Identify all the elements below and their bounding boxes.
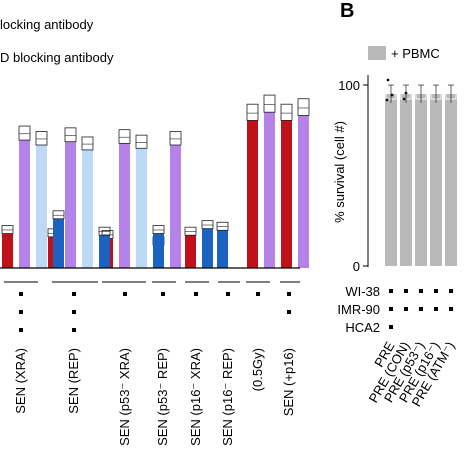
bar-2-group-3 <box>119 143 130 268</box>
row-label-hca2: HCA2 <box>345 320 380 335</box>
group-label-8: SEN (+p16) <box>281 348 296 416</box>
pbmc-bar-3 <box>415 94 427 266</box>
bar-2-group-1 <box>19 140 30 268</box>
pbmc-bar-5 <box>445 94 457 266</box>
bar-1-group-7 <box>247 120 258 269</box>
bar-4-group-2 <box>99 235 110 268</box>
pbmc-point-2 <box>390 93 394 97</box>
condition-dot-5-1 <box>194 292 198 296</box>
pbmc-bar-4 <box>430 94 442 266</box>
errorbox-1-group-7 <box>246 103 259 121</box>
errorbox-2-group-7 <box>263 94 276 113</box>
pbmc-bar-2 <box>400 94 412 266</box>
pbmc-bar-1 <box>385 94 397 266</box>
matrix-dot-1-5 <box>449 289 453 293</box>
condition-dot-6-1 <box>226 292 230 296</box>
pbmc-point-5 <box>404 91 408 95</box>
matrix-dot-2-4 <box>434 307 438 311</box>
matrix-dot-3-1 <box>389 325 393 329</box>
matrix-dot-1-3 <box>419 289 423 293</box>
condition-dot-1-1 <box>19 292 23 296</box>
group-label-1: SEN (XRA) <box>13 348 28 414</box>
errorbox-3-group-3 <box>135 134 148 149</box>
group-label-6: SEN (p16⁻ REP) <box>220 348 235 446</box>
bar-2-group-2 <box>65 141 76 268</box>
group-label-7: (0.5Gy) <box>250 348 265 391</box>
errorbox-1-group-1 <box>1 225 14 234</box>
bar-4-group-3 <box>153 233 164 268</box>
condition-dot-2-3 <box>72 328 76 332</box>
bar-2-group-8 <box>298 115 309 268</box>
matrix-dot-1-1 <box>389 289 393 293</box>
errorbox-2-group-4 <box>169 131 182 146</box>
pbmc-point-3 <box>385 98 389 102</box>
errorbox-4-group-5 <box>201 220 214 230</box>
condition-dot-8-2 <box>287 310 291 314</box>
row-label-wi38: WI-38 <box>345 284 380 299</box>
bar-1-group-5 <box>185 235 196 268</box>
left-panel-x-labels: SEN (XRA) SEN (REP) SEN (p53⁻ XRA) SEN (p53… <box>13 348 296 446</box>
errorbox-4-group-2 <box>98 226 111 236</box>
matrix-dot-2-3 <box>419 307 423 311</box>
bar-3-group-1 <box>36 145 47 268</box>
errorbox-1-group-8 <box>280 103 293 121</box>
pbmc-point-4 <box>402 97 406 101</box>
errorbox-2-group-2 <box>64 127 77 143</box>
matrix-dot-1-2 <box>404 289 408 293</box>
matrix-dot-1-4 <box>434 289 438 293</box>
left-panel-bars <box>1 94 310 269</box>
bar-2-group-4 <box>170 145 181 268</box>
bar-1-group-8 <box>281 120 292 269</box>
legend-label-2: D blocking antibody <box>0 50 114 65</box>
errorbox-4-group-3 <box>152 225 165 234</box>
bar-1-group-1 <box>2 233 13 268</box>
bar-2-group-7 <box>264 112 275 268</box>
group-label-2: SEN (REP) <box>66 348 81 414</box>
bar-3-group-3 <box>136 148 147 268</box>
errorbox-1-group-5 <box>184 226 197 236</box>
errorbox-2-group-8 <box>297 98 310 116</box>
panel-label-b: B <box>340 0 354 22</box>
group-label-4: SEN (p53⁻ REP) <box>155 348 170 446</box>
group-label-3: SEN (p53⁻ XRA) <box>117 348 132 446</box>
condition-dot-1-3 <box>19 328 23 332</box>
matrix-dot-2-1 <box>389 307 393 311</box>
bar-4-group-1 <box>53 218 64 268</box>
panel-b-bars <box>385 78 457 266</box>
bar-4-group-6 <box>217 230 228 268</box>
errorbox-3-group-2 <box>81 136 94 151</box>
left-panel-condition-dots <box>19 292 291 332</box>
errorbox-4-group-1 <box>52 210 65 220</box>
condition-dot-8-1 <box>287 292 291 296</box>
errorbox-2-group-1 <box>18 125 31 141</box>
condition-dot-4-1 <box>161 292 165 296</box>
condition-dot-3-1 <box>123 292 127 296</box>
panel-b-yticklabel-0: 0 <box>353 259 360 274</box>
panel-b-ylabel: % survival (cell #) <box>332 121 347 223</box>
bar-4-group-5 <box>202 228 213 268</box>
condition-dot-2-2 <box>72 310 76 314</box>
condition-dot-7-1 <box>256 292 260 296</box>
row-label-imr90: IMR-90 <box>337 302 380 317</box>
bar-3-group-2 <box>82 149 93 268</box>
pbmc-legend-swatch <box>368 46 386 60</box>
panel-b-dot-matrix <box>389 289 453 329</box>
condition-dot-2-1 <box>72 292 76 296</box>
pbmc-point-1 <box>386 78 390 82</box>
matrix-dot-2-2 <box>404 307 408 311</box>
errorbox-3-group-1 <box>35 131 48 146</box>
pbmc-legend-label: + PBMC <box>391 46 440 61</box>
matrix-dot-2-5 <box>449 307 453 311</box>
errorbox-2-group-3 <box>118 129 131 144</box>
group-label-5: SEN (p16⁻ XRA) <box>188 348 203 446</box>
panel-b-yticklabel-100: 100 <box>338 78 360 93</box>
errorbox-4-group-6 <box>216 221 229 231</box>
legend-label-1: locking antibody <box>0 17 94 32</box>
condition-dot-1-2 <box>19 310 23 314</box>
